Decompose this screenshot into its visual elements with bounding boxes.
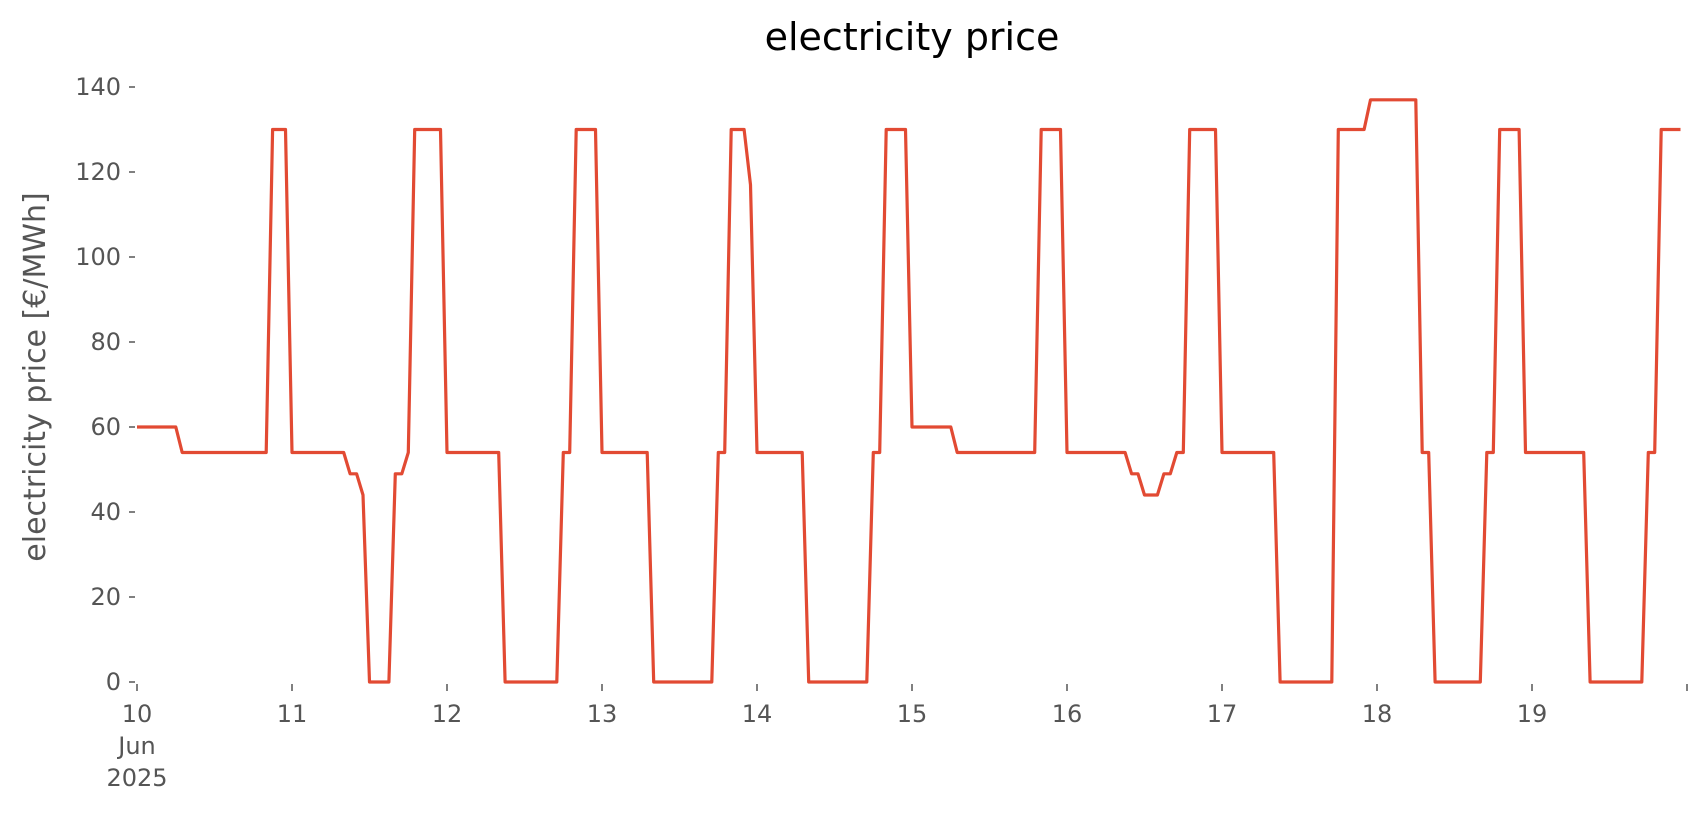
x-tick-label: 12: [432, 700, 463, 728]
x-tick-label: 18: [1362, 700, 1393, 728]
x-tick-sublabel: 2025: [106, 764, 167, 792]
x-tick-label: 14: [742, 700, 773, 728]
x-tick-label: 16: [1052, 700, 1083, 728]
x-tick-label: 19: [1517, 700, 1548, 728]
y-tick-label: 100: [75, 243, 121, 271]
y-tick-label: 20: [90, 583, 121, 611]
x-tick-label: 10: [122, 700, 153, 728]
y-tick-label: 80: [90, 328, 121, 356]
series-layer: [137, 98, 1681, 684]
y-axis-label: electricity price [€/MWh]: [18, 192, 53, 561]
chart-title: electricity price: [765, 15, 1060, 59]
x-tick-sublabel: Jun: [116, 732, 156, 760]
y-axis: 0 20 40 60 80 100 120 140: [75, 73, 135, 696]
x-tick-label: 17: [1207, 700, 1238, 728]
y-tick-label: 40: [90, 498, 121, 526]
y-tick-label: 0: [106, 668, 121, 696]
x-axis: 10 Jun 2025 11 12 13 14 15 16 17 18 19: [106, 684, 1688, 792]
x-tick-label: 15: [897, 700, 928, 728]
x-tick-label: 11: [277, 700, 308, 728]
x-tick-label: 13: [587, 700, 618, 728]
y-tick-label: 120: [75, 158, 121, 186]
y-tick-label: 140: [75, 73, 121, 101]
y-tick-label: 60: [90, 413, 121, 441]
price-series-line: [137, 98, 1681, 684]
